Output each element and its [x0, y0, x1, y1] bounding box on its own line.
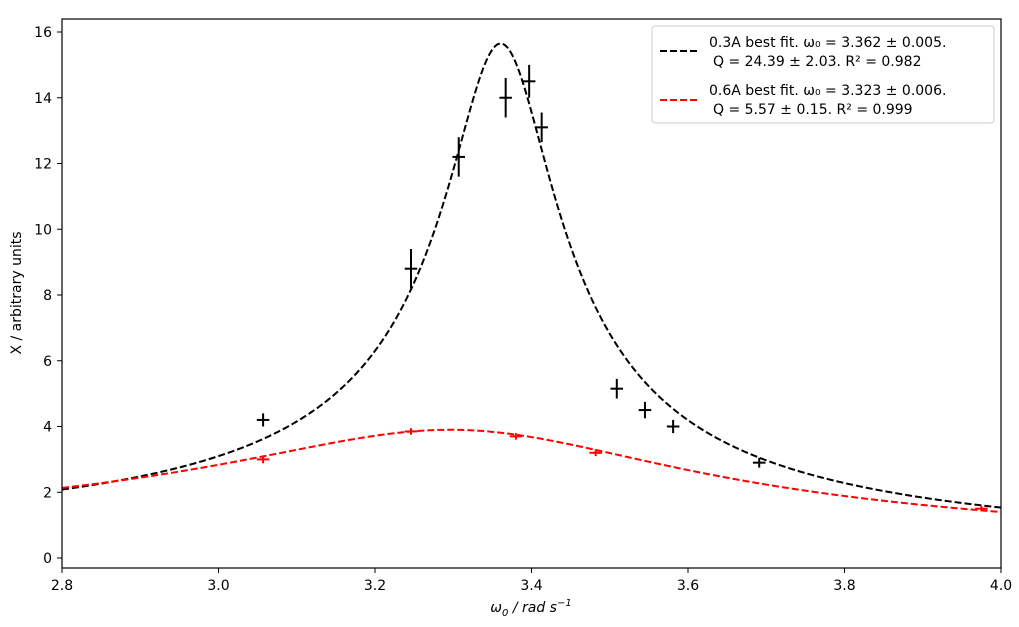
x-tick-label: 4.0 — [990, 578, 1012, 594]
x-axis-ticks: 2.8 3.0 3.2 3.4 3.6 3.8 4.0 — [51, 568, 1012, 594]
x-tick-label: 3.4 — [520, 578, 542, 594]
y-tick-label: 0 — [43, 551, 52, 567]
y-axis-ticks: 0 2 4 6 8 10 12 14 16 — [34, 25, 62, 567]
legend-entry-2-line-1: 0.6A best fit. ω₀ = 3.323 ± 0.006. — [709, 83, 946, 99]
x-axis-label: ω0 / rad s−1 — [490, 598, 571, 619]
y-tick-label: 4 — [43, 420, 52, 436]
data-point — [256, 413, 270, 427]
legend: 0.3A best fit. ω₀ = 3.362 ± 0.005. Q = 2… — [651, 25, 995, 124]
data-point — [509, 433, 523, 440]
data-point — [752, 457, 766, 468]
data-point — [610, 378, 624, 399]
data-points — [256, 64, 988, 512]
legend-box — [651, 25, 995, 124]
data-point — [638, 401, 652, 419]
fit-curve-0.6A — [61, 428, 1002, 513]
data-point — [256, 455, 270, 464]
data-point — [404, 248, 418, 289]
y-tick-label: 2 — [43, 485, 52, 501]
y-tick-label: 16 — [34, 25, 52, 41]
legend-entry-2-line-2: Q = 5.57 ± 0.15. R² = 0.999 — [713, 102, 913, 118]
fit-curve-0.3A — [61, 42, 1002, 509]
y-axis-label: X / arbitrary units — [9, 231, 25, 354]
data-point — [535, 112, 548, 143]
data-point — [666, 419, 680, 434]
legend-entry-1-line-1: 0.3A best fit. ω₀ = 3.362 ± 0.005. — [709, 35, 946, 51]
data-point — [499, 78, 512, 118]
x-tick-label: 2.8 — [51, 578, 73, 594]
plot-lines — [61, 42, 1002, 513]
data-point — [404, 428, 418, 435]
x-tick-label: 3.8 — [833, 578, 855, 594]
y-tick-label: 8 — [43, 288, 52, 304]
y-tick-label: 6 — [43, 354, 52, 370]
x-tick-label: 3.0 — [207, 578, 229, 594]
y-tick-label: 14 — [34, 91, 52, 107]
y-tick-label: 10 — [34, 222, 52, 238]
legend-entry-1-line-2: Q = 24.39 ± 2.03. R² = 0.982 — [713, 54, 921, 70]
y-tick-label: 12 — [34, 157, 52, 173]
data-point — [452, 137, 465, 177]
x-tick-label: 3.6 — [677, 578, 699, 594]
x-tick-label: 3.2 — [364, 578, 386, 594]
data-point — [589, 449, 602, 457]
data-point — [975, 506, 988, 512]
data-point — [522, 64, 536, 98]
